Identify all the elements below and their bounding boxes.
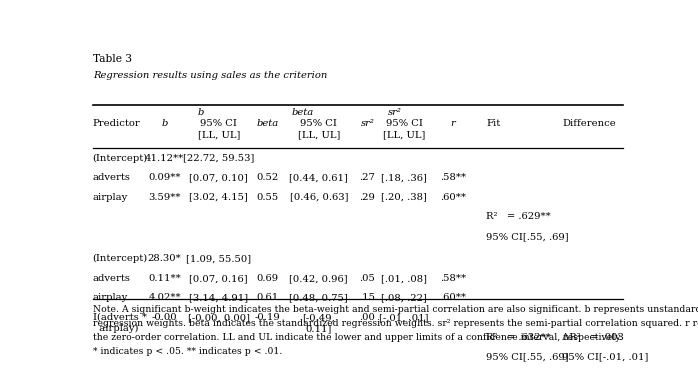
Text: [.01, .08]: [.01, .08] [381, 274, 427, 283]
Text: 3.59**: 3.59** [149, 192, 181, 202]
Text: 95% CI[.55, .69]: 95% CI[.55, .69] [487, 352, 569, 361]
Text: 4.02**: 4.02** [148, 293, 181, 303]
Text: the zero-order correlation. LL and UL indicate the lower and upper limits of a c: the zero-order correlation. LL and UL in… [93, 333, 622, 342]
Text: 95% CI[-.01, .01]: 95% CI[-.01, .01] [562, 352, 648, 361]
Text: airplay: airplay [93, 293, 128, 303]
Text: .60**: .60** [440, 192, 466, 202]
Text: (Intercept): (Intercept) [93, 254, 148, 263]
Text: beta: beta [291, 109, 313, 117]
Text: .29: .29 [359, 192, 376, 202]
Text: beta: beta [256, 119, 279, 128]
Text: regression weights. beta indicates the standardized regression weights. sr² repr: regression weights. beta indicates the s… [93, 319, 698, 328]
Text: .05: .05 [359, 274, 376, 283]
Text: 95% CI
[LL, UL]: 95% CI [LL, UL] [297, 119, 340, 139]
Text: [-0.49,
0.11]: [-0.49, 0.11] [302, 313, 335, 333]
Text: ΔR²   = .003: ΔR² = .003 [562, 333, 624, 341]
Text: sr²: sr² [361, 119, 374, 128]
Text: [0.44, 0.61]: [0.44, 0.61] [290, 173, 348, 182]
Text: [.18, .36]: [.18, .36] [381, 173, 427, 182]
Text: [0.48, 0.75]: [0.48, 0.75] [290, 293, 348, 303]
Text: [0.07, 0.10]: [0.07, 0.10] [189, 173, 248, 182]
Text: .15: .15 [359, 293, 376, 303]
Text: b: b [198, 109, 204, 117]
Text: Predictor: Predictor [93, 119, 140, 128]
Text: 95% CI[.55, .69]: 95% CI[.55, .69] [487, 232, 569, 241]
Text: Regression results using sales as the criterion: Regression results using sales as the cr… [93, 71, 327, 80]
Text: Table 3: Table 3 [93, 54, 132, 64]
Text: .58**: .58** [440, 173, 466, 182]
Text: [3.14, 4.91]: [3.14, 4.91] [189, 293, 248, 303]
Text: r: r [450, 119, 455, 128]
Text: -0.19: -0.19 [255, 313, 281, 322]
Text: [3.02, 4.15]: [3.02, 4.15] [189, 192, 248, 202]
Text: 95% CI
[LL, UL]: 95% CI [LL, UL] [198, 119, 240, 139]
Text: 41.12**: 41.12** [145, 154, 184, 162]
Text: [0.42, 0.96]: [0.42, 0.96] [290, 274, 348, 283]
Text: I(adverts *
  airplay): I(adverts * airplay) [93, 313, 147, 333]
Text: airplay: airplay [93, 192, 128, 202]
Text: .58**: .58** [440, 274, 466, 283]
Text: * indicates p < .05. ** indicates p < .01.: * indicates p < .05. ** indicates p < .0… [93, 347, 282, 357]
Text: R²   = .629**: R² = .629** [487, 212, 551, 221]
Text: .27: .27 [359, 173, 376, 182]
Text: [-.01, .01]: [-.01, .01] [380, 313, 429, 322]
Text: .00: .00 [359, 313, 376, 322]
Text: 0.52: 0.52 [256, 173, 279, 182]
Text: [.20, .38]: [.20, .38] [381, 192, 427, 202]
Text: 0.11**: 0.11** [148, 274, 181, 283]
Text: Fit: Fit [487, 119, 500, 128]
Text: 0.69: 0.69 [256, 274, 279, 283]
Text: [22.72, 59.53]: [22.72, 59.53] [183, 154, 254, 162]
Text: Note. A significant b-weight indicates the beta-weight and semi-partial correlat: Note. A significant b-weight indicates t… [93, 305, 698, 314]
Text: -0.00: -0.00 [151, 313, 177, 322]
Text: 0.09**: 0.09** [149, 173, 181, 182]
Text: [0.07, 0.16]: [0.07, 0.16] [189, 274, 248, 283]
Text: 0.61: 0.61 [256, 293, 279, 303]
Text: Difference: Difference [562, 119, 616, 128]
Text: adverts: adverts [93, 274, 131, 283]
Text: 28.30*: 28.30* [148, 254, 181, 263]
Text: R²   = .632**: R² = .632** [487, 333, 551, 341]
Text: adverts: adverts [93, 173, 131, 182]
Text: [-0.00, 0.00]: [-0.00, 0.00] [188, 313, 250, 322]
Text: b: b [161, 119, 168, 128]
Text: 95% CI
[LL, UL]: 95% CI [LL, UL] [383, 119, 426, 139]
Text: [1.09, 55.50]: [1.09, 55.50] [186, 254, 251, 263]
Text: sr²: sr² [388, 109, 402, 117]
Text: (Intercept): (Intercept) [93, 154, 148, 162]
Text: [.08, .22]: [.08, .22] [381, 293, 427, 303]
Text: [0.46, 0.63]: [0.46, 0.63] [290, 192, 348, 202]
Text: 0.55: 0.55 [256, 192, 279, 202]
Text: .60**: .60** [440, 293, 466, 303]
